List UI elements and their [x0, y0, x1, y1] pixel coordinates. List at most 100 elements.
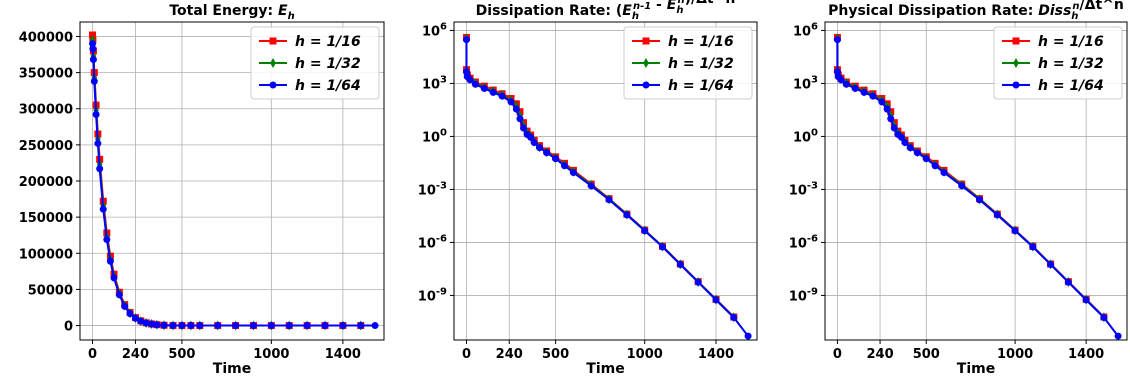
data-point: [940, 169, 948, 177]
legend-item: h = 1/64: [1002, 78, 1104, 94]
x-tick-label: 1000: [997, 347, 1033, 362]
legend: h = 1/16 h = 1/32 h = 1/64: [250, 26, 380, 100]
legend-item: h = 1/16: [259, 34, 361, 50]
x-tick-label: 500: [913, 347, 940, 362]
data-point: [466, 76, 474, 84]
data-point: [605, 196, 613, 204]
legend-label: h = 1/64: [295, 78, 361, 94]
x-tick-label: 1400: [698, 347, 734, 362]
data-point: [530, 139, 538, 147]
legend-item: h = 1/64: [632, 78, 734, 94]
y-tick-label: 100: [793, 127, 818, 145]
y-tick-label: 250000: [19, 139, 73, 154]
data-point: [92, 111, 100, 119]
data-point: [249, 322, 257, 330]
data-point: [232, 322, 240, 330]
data-point: [357, 322, 365, 330]
data-point: [993, 211, 1001, 219]
data-point: [160, 321, 168, 329]
x-tick-label: 0: [462, 347, 471, 362]
data-point: [115, 291, 123, 299]
data-point: [103, 236, 111, 244]
data-point: [536, 144, 544, 152]
data-point: [303, 322, 311, 330]
y-tick-label: 10-3: [418, 180, 447, 198]
chart-title: Total Energy: Eh: [169, 3, 294, 22]
legend-label: h = 1/64: [1038, 78, 1104, 94]
data-point: [94, 139, 102, 147]
data-point: [1114, 332, 1122, 340]
data-point: [897, 133, 905, 141]
legend-item: h = 1/16: [632, 34, 734, 50]
data-point: [887, 115, 895, 123]
y-tick-label: 100000: [19, 247, 73, 262]
legend-label: h = 1/32: [668, 56, 734, 72]
y-tick-label: 106: [422, 21, 447, 39]
legend-marker: [269, 81, 277, 89]
data-point: [659, 243, 667, 251]
data-point: [471, 80, 479, 88]
axes-frame: [79, 21, 385, 341]
data-point: [90, 77, 98, 85]
legend-marker: [642, 37, 650, 45]
data-point: [110, 274, 118, 282]
data-point: [730, 314, 738, 322]
data-point: [462, 36, 470, 44]
data-point: [148, 320, 156, 328]
data-point: [623, 211, 631, 219]
data-point: [371, 322, 379, 330]
x-tick-label: 0: [833, 347, 842, 362]
x-axis-label: Time: [586, 361, 624, 377]
x-tick-label: 500: [168, 347, 195, 362]
data-point: [712, 296, 720, 304]
y-tick-label: 200000: [19, 175, 73, 190]
data-point: [833, 36, 841, 44]
data-point: [89, 40, 97, 48]
legend-item: h = 1/32: [259, 56, 361, 72]
data-point: [561, 162, 569, 170]
axes-frame: [824, 21, 1128, 341]
data-point: [552, 155, 560, 163]
legend-label: h = 1/32: [1038, 56, 1104, 72]
y-tick-label: 350000: [19, 67, 73, 82]
data-point: [587, 182, 595, 190]
data-point: [339, 322, 347, 330]
y-tick-label: 0: [64, 320, 73, 335]
data-point: [641, 227, 649, 235]
data-point: [507, 98, 515, 106]
legend-box: [250, 26, 380, 100]
data-point: [1047, 261, 1055, 269]
data-point: [106, 257, 114, 265]
x-tick-label: 1000: [253, 347, 289, 362]
y-tick-label: 150000: [19, 211, 73, 226]
y-tick-label: 10-3: [789, 180, 818, 198]
data-point: [837, 76, 845, 84]
y-tick-label: 106: [793, 21, 818, 39]
data-point: [321, 322, 329, 330]
x-tick-label: 0: [88, 347, 97, 362]
legend-item: h = 1/16: [1002, 34, 1104, 50]
series-h-1-64: [89, 40, 379, 330]
y-tick-label: 400000: [19, 30, 73, 45]
x-tick-label: 240: [496, 347, 523, 362]
x-axis-label: Time: [957, 361, 995, 377]
series-h-1-64: [462, 36, 752, 340]
data-point: [267, 322, 275, 330]
data-point: [906, 144, 914, 152]
chart-panel-1: 0 240 500 1000 1400 0 50000 100000 150000 200000 2…: [19, 3, 385, 377]
data-point: [842, 80, 850, 88]
y-tick-label: 300000: [19, 103, 73, 118]
x-tick-label: 240: [122, 347, 149, 362]
data-point: [137, 317, 145, 325]
data-point: [890, 124, 898, 132]
legend-marker: [1012, 81, 1020, 89]
data-point: [527, 133, 535, 141]
data-point: [851, 84, 859, 92]
legend-label: h = 1/64: [668, 78, 734, 94]
legend-item: h = 1/64: [259, 78, 361, 94]
data-point: [196, 322, 204, 330]
legend-box: [623, 26, 753, 100]
data-point: [976, 196, 984, 204]
data-point: [285, 322, 293, 330]
data-point: [922, 155, 930, 163]
